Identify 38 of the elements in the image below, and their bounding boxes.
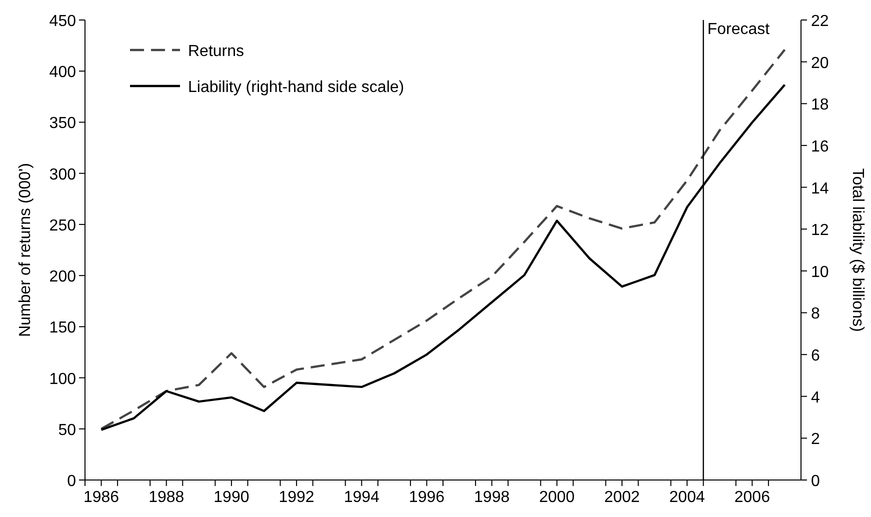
y2-tick-label: 6 — [811, 348, 820, 365]
y-tick-label: 200 — [49, 268, 76, 286]
x-tick-label: 1992 — [278, 489, 314, 506]
x-tick-label: 1994 — [344, 489, 380, 506]
y-tick-label: 400 — [49, 64, 76, 82]
x-tick-label: 2006 — [734, 489, 770, 506]
legend-label: Returns — [188, 43, 244, 60]
x-tick-label: 2000 — [539, 489, 575, 506]
x-tick-label: 1998 — [474, 489, 510, 506]
x-tick-label: 2002 — [604, 489, 640, 506]
y2-axis-title: Total liability ($ billions) — [849, 168, 866, 332]
y2-tick-label: 4 — [811, 389, 820, 406]
y2-tick-label: 22 — [811, 13, 829, 30]
y-tick-label: 50 — [58, 422, 76, 439]
y-tick-label: 300 — [49, 166, 76, 184]
y2-tick-label: 2 — [811, 431, 820, 448]
y-tick-label: 0 — [67, 473, 76, 490]
y2-tick-label: 8 — [811, 306, 820, 323]
y2-tick-label: 12 — [811, 222, 829, 240]
y2-tick-label: 10 — [811, 264, 829, 281]
x-tick-label: 1986 — [83, 489, 120, 506]
y2-tick-label: 16 — [811, 138, 829, 156]
x-tick-label: 2004 — [669, 489, 705, 506]
y2-tick-label: 0 — [811, 473, 820, 490]
x-tick-label: 1988 — [148, 489, 184, 506]
ref-line-label: Forecast — [707, 21, 770, 38]
y-tick-label: 100 — [49, 370, 76, 388]
y-tick-label: 250 — [49, 217, 76, 234]
legend-label: Liability (right-hand side scale) — [188, 79, 404, 96]
x-tick-label: 1990 — [214, 489, 250, 506]
y2-tick-label: 18 — [811, 96, 829, 114]
y-tick-label: 450 — [49, 13, 76, 30]
y2-tick-label: 20 — [811, 54, 829, 72]
x-tick-label: 1996 — [408, 489, 445, 506]
y-tick-label: 350 — [49, 115, 76, 132]
y2-tick-label: 14 — [811, 180, 829, 198]
y-tick-label: 150 — [49, 320, 76, 337]
y-axis-title: Number of returns (000') — [17, 163, 34, 337]
